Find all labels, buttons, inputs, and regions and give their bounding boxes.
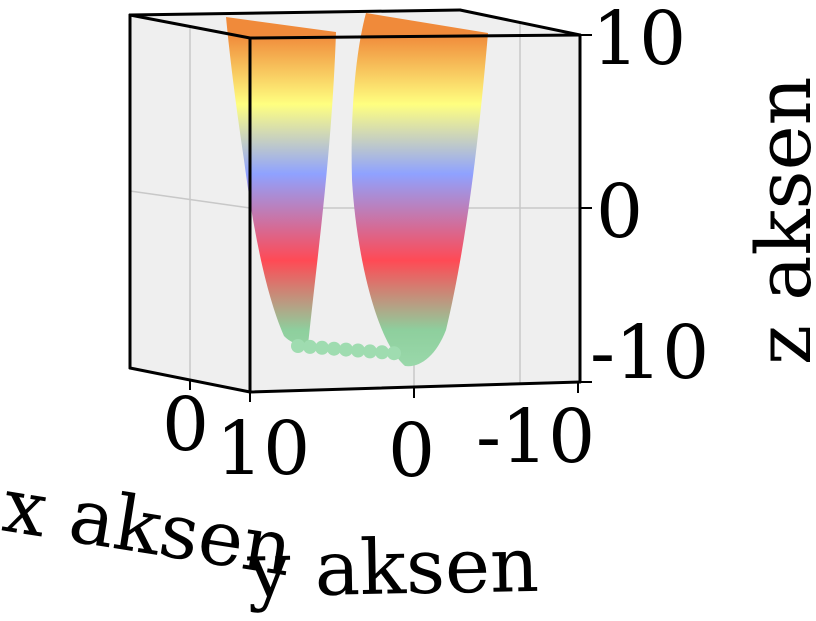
y-tick-label-2: 0	[388, 408, 435, 494]
y-axis: 10 0 -10	[216, 382, 595, 494]
z-tick-label-1: 10	[592, 0, 686, 82]
x-tick-label-1: 0	[162, 382, 209, 468]
frame-top-right	[458, 8, 582, 37]
z-axis: 10 0 -10	[580, 0, 709, 396]
surface-ridge-6	[351, 343, 365, 358]
surface-ridge-1	[291, 339, 305, 353]
z-axis-title: z aksen	[739, 77, 816, 366]
z-tick-label-3: -10	[590, 310, 709, 396]
surface-ridge-4	[327, 341, 341, 356]
x-axis: 0	[162, 380, 209, 468]
z-tick-label-2: 0	[596, 169, 643, 255]
surface-ridge-3	[315, 340, 329, 355]
surface-sheet-right	[351, 13, 488, 367]
frame-top-back	[128, 8, 462, 17]
frame-top-front	[248, 33, 582, 40]
surface-ridge-7	[363, 344, 377, 359]
frame-top-left	[128, 13, 252, 40]
surface-ridge-9	[387, 346, 401, 361]
y-tick-label-1: 10	[216, 406, 310, 492]
surface	[226, 13, 488, 367]
surface-ridge-5	[339, 342, 353, 357]
box-frame	[128, 8, 582, 394]
surface-ridges	[291, 339, 401, 361]
y-axis-title: y aksen	[246, 520, 540, 614]
surface-ridge-8	[375, 345, 389, 360]
y-tick-label-3: -10	[476, 394, 595, 480]
surface-sheet-left	[226, 17, 336, 346]
surface-ridge-2	[303, 339, 317, 354]
